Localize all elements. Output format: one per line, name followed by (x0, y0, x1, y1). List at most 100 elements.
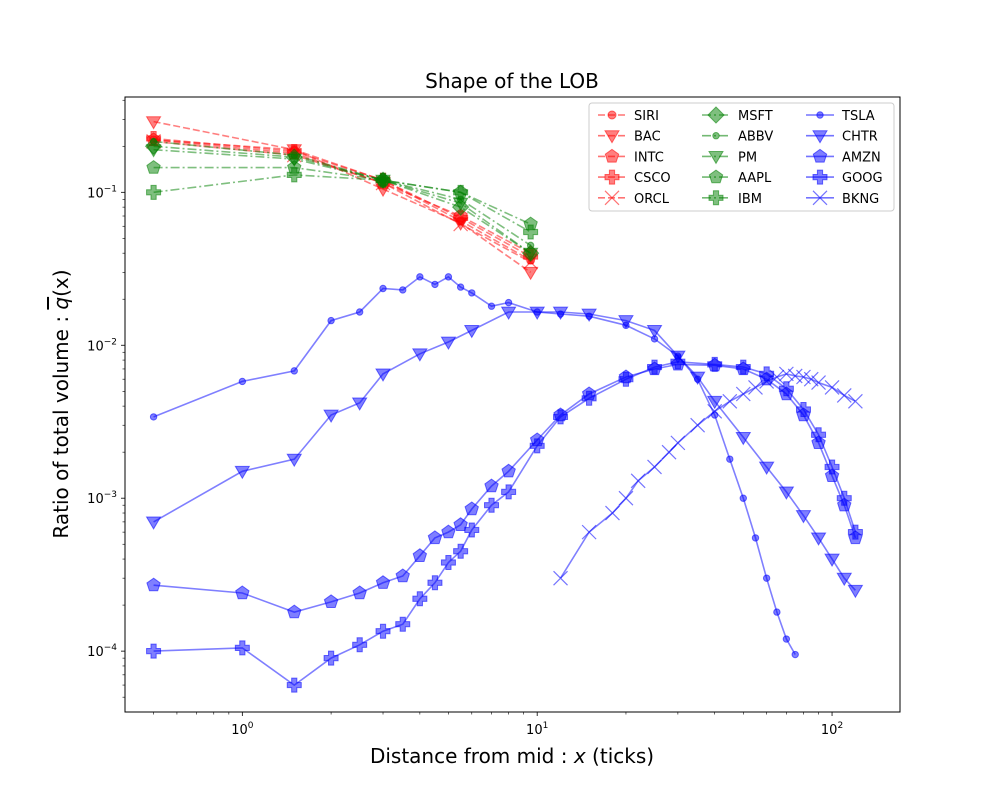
data-point-bkng (707, 403, 723, 419)
data-point-bkng (778, 366, 794, 382)
data-point-bkng (690, 417, 706, 433)
data-point-chtr (463, 325, 480, 339)
data-point-tsla (399, 286, 407, 294)
x-tick-label: 102 (821, 721, 843, 738)
axes-frame (124, 96, 901, 713)
legend-item-intc: INTC (598, 148, 664, 165)
legend-marker (708, 151, 724, 165)
data-point-goog (811, 427, 827, 443)
data-point-ibm (286, 167, 302, 183)
data-point-bkng (670, 435, 686, 451)
y-tick-label: 10−2 (87, 337, 117, 354)
data-point-amzn (484, 478, 499, 493)
data-point-chtr (810, 532, 827, 546)
data-point-bkng (618, 490, 634, 506)
legend-label: BKNG (842, 192, 879, 207)
y-axis-label-prefix: Ratio of total volume : (49, 310, 73, 539)
x-axis-label-suffix: (ticks) (586, 744, 654, 768)
data-point-chtr (778, 486, 795, 500)
data-point-tsla (149, 413, 158, 421)
legend-label: MSFT (738, 109, 773, 124)
data-point-bac (145, 116, 162, 130)
legend-label: AMZN (842, 150, 881, 165)
data-point-bkng (630, 473, 646, 489)
x-tick-label: 101 (526, 721, 548, 738)
data-point-amzn (146, 577, 161, 592)
legend-item-csco: CSCO (598, 169, 671, 186)
data-point-amzn (824, 468, 840, 482)
legend-label: INTC (634, 150, 664, 165)
data-point-chtr (145, 516, 162, 530)
data-point-aapl (146, 159, 161, 174)
data-point-chtr (706, 395, 723, 410)
data-point-bkng (647, 459, 662, 475)
data-point-bkng (811, 375, 826, 391)
data-point-bkng (748, 380, 763, 395)
data-point-tsla (762, 574, 771, 582)
data-point-goog (847, 524, 863, 540)
data-point-tsla (444, 273, 453, 281)
data-point-bkng (581, 524, 597, 540)
data-point-amzn (235, 585, 250, 600)
data-point-chtr (500, 306, 517, 320)
legend-marker (712, 132, 720, 140)
data-point-bkng (847, 393, 863, 409)
legend-item-siri: SIRI (598, 109, 659, 124)
data-point-bkng (553, 570, 568, 586)
data-point-chtr (234, 465, 251, 480)
data-point-amzn (412, 548, 428, 562)
data-point-chtr (552, 306, 569, 320)
data-point-ibm (523, 224, 539, 240)
data-point-goog (778, 381, 794, 397)
series-line-msft (153, 145, 532, 254)
data-point-chtr (758, 461, 775, 475)
data-point-goog (464, 522, 480, 538)
data-point-chtr (440, 336, 457, 351)
legend-label: PM (738, 150, 757, 165)
legend-marker (707, 106, 725, 124)
data-point-tsla (726, 455, 734, 463)
data-point-amzn (375, 575, 391, 589)
data-point-abbv (526, 241, 535, 250)
series-goog (146, 354, 863, 693)
legend-marker (812, 169, 828, 185)
data-point-amzn (323, 594, 339, 608)
data-point-pm (145, 144, 162, 158)
data-point-tsla (782, 635, 791, 643)
x-axis-label: Distance from mid : x (ticks) (370, 744, 654, 768)
data-point-amzn (427, 530, 443, 545)
data-point-ibm (375, 172, 391, 188)
data-point-goog (581, 390, 597, 406)
legend-label: ORCL (634, 192, 670, 207)
data-point-tsla (379, 284, 387, 293)
legend-item-tsla: TSLA (806, 109, 875, 124)
data-point-bkng (836, 387, 852, 403)
axis-ticks: 100 101 102 10−4 10−3 10−2 10−1 (87, 99, 843, 738)
plot-area (144, 116, 864, 693)
data-point-goog (440, 554, 456, 570)
data-point-bkng (769, 369, 785, 385)
legend-label: CSCO (634, 171, 671, 186)
data-point-chtr (847, 584, 864, 599)
data-point-bkng (735, 386, 751, 402)
legend-label: GOOG (842, 171, 883, 186)
data-point-amzn (395, 568, 410, 583)
legend-label: ABBV (738, 130, 773, 145)
data-point-chtr (618, 315, 634, 329)
data-point-chtr (689, 371, 706, 385)
data-point-goog (352, 637, 368, 653)
data-point-chtr (375, 368, 391, 382)
data-point-amzn (287, 604, 302, 619)
data-point-goog (795, 402, 811, 418)
legend-marker (604, 190, 620, 206)
data-point-chtr (351, 397, 368, 411)
legend-item-abbv: ABBV (702, 130, 773, 145)
series-chtr (145, 306, 864, 599)
data-point-chtr (735, 431, 752, 446)
data-point-chtr (646, 325, 663, 339)
y-tick-label: 10−3 (87, 490, 117, 507)
legend: SIRI BAC INTC CSCO ORCL MSFT ABBV PM AAPL IBM TSLA… (588, 102, 895, 212)
data-point-goog (146, 643, 162, 659)
data-point-goog (735, 359, 751, 375)
